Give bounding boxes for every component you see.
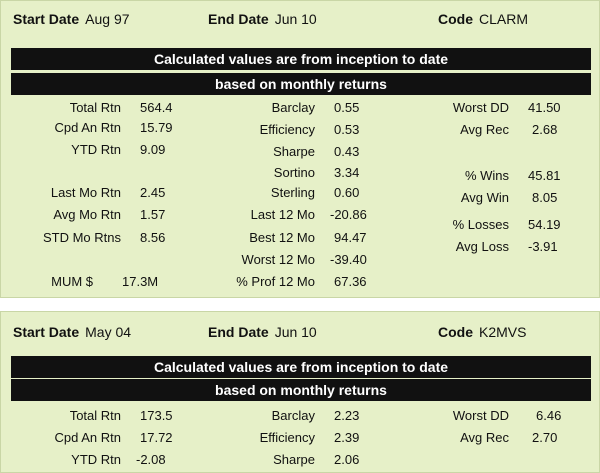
stats-panel-clarm: Start Date Aug 97 End Date Jun 10 Code CLAR… xyxy=(0,0,600,298)
fund-code: Code CLARM xyxy=(438,11,529,27)
stat-label: Barclay xyxy=(271,100,315,115)
stat-value: 564.4 xyxy=(140,100,173,115)
stat-value: 54.19 xyxy=(528,217,561,232)
stat-value: 2.06 xyxy=(334,452,360,467)
stat-value: -39.40 xyxy=(330,252,367,267)
stat-label: Best 12 Mo xyxy=(249,230,315,245)
stat-value: -2.08 xyxy=(136,452,166,467)
stat-label: YTD Rtn xyxy=(71,142,121,157)
stat-label: Efficiency xyxy=(259,430,315,445)
stat-value: 45.81 xyxy=(528,168,561,183)
stat-value: 94.47 xyxy=(334,230,367,245)
stat-label: Last Mo Rtn xyxy=(50,185,121,200)
banner-monthly: based on monthly returns xyxy=(11,379,591,401)
banner-monthly: based on monthly returns xyxy=(11,73,591,95)
stat-label: Last 12 Mo xyxy=(250,207,315,222)
stat-label: YTD Rtn xyxy=(71,452,121,467)
stat-value: 17.72 xyxy=(140,430,173,445)
stat-value: 0.55 xyxy=(334,100,360,115)
stat-label: Sharpe xyxy=(273,144,315,159)
stat-label: Barclay xyxy=(271,408,315,423)
stat-label: % Wins xyxy=(464,168,509,183)
stat-value: 3.34 xyxy=(334,165,360,180)
stat-label: Total Rtn xyxy=(69,100,121,115)
start-date: Start Date Aug 97 xyxy=(13,11,130,27)
end-date: End Date Jun 10 xyxy=(208,324,317,340)
stat-value: -3.91 xyxy=(528,239,558,254)
stat-value: 0.53 xyxy=(334,122,360,137)
stat-value: 15.79 xyxy=(140,120,173,135)
stat-label: Worst DD xyxy=(452,100,509,115)
stat-value: 6.46 xyxy=(536,408,562,423)
stat-value: 2.39 xyxy=(334,430,360,445)
stats-panel-k2mvs: Start Date May 04 End Date Jun 10 Code K2MV… xyxy=(0,311,600,473)
stat-label: Avg Loss xyxy=(455,239,509,254)
banner-inception: Calculated values are from inception to … xyxy=(11,48,591,70)
stat-value: 2.70 xyxy=(532,430,558,445)
stat-value: 41.50 xyxy=(528,100,561,115)
stat-label: Efficiency xyxy=(259,122,315,137)
stat-label: Avg Mo Rtn xyxy=(53,207,121,222)
stat-value: 8.05 xyxy=(532,190,558,205)
stat-value: 67.36 xyxy=(334,274,367,289)
stat-value: 1.57 xyxy=(140,207,166,222)
stat-value: 8.56 xyxy=(140,230,166,245)
stat-label: % Prof 12 Mo xyxy=(236,274,315,289)
stat-label: Worst DD xyxy=(452,408,509,423)
stat-value: 173.5 xyxy=(140,408,173,423)
end-date: End Date Jun 10 xyxy=(208,11,317,27)
stat-value: 2.45 xyxy=(140,185,166,200)
stat-label: Worst 12 Mo xyxy=(241,252,315,267)
stat-label: Avg Win xyxy=(460,190,509,205)
start-date: Start Date May 04 xyxy=(13,324,132,340)
fund-code: Code K2MVS xyxy=(438,324,527,340)
stat-label: % Losses xyxy=(452,217,509,232)
stat-value: -20.86 xyxy=(330,207,367,222)
stat-label: Cpd An Rtn xyxy=(54,430,122,445)
stat-label: MUM $ xyxy=(51,274,93,289)
stat-label: Avg Rec xyxy=(460,122,509,137)
stat-value: 2.68 xyxy=(532,122,558,137)
stat-label: Sortino xyxy=(273,165,315,180)
stat-label: Sterling xyxy=(270,185,315,200)
stat-label: Avg Rec xyxy=(460,430,509,445)
stat-label: Cpd An Rtn xyxy=(54,120,122,135)
stat-label: Total Rtn xyxy=(69,408,121,423)
banner-inception: Calculated values are from inception to … xyxy=(11,356,591,378)
stat-label: Sharpe xyxy=(273,452,315,467)
stat-value: 17.3M xyxy=(122,274,159,289)
stat-value: 9.09 xyxy=(140,142,166,157)
stat-label: STD Mo Rtns xyxy=(42,230,121,245)
stat-value: 0.43 xyxy=(334,144,360,159)
stat-value: 0.60 xyxy=(334,185,360,200)
stat-value: 2.23 xyxy=(334,408,360,423)
